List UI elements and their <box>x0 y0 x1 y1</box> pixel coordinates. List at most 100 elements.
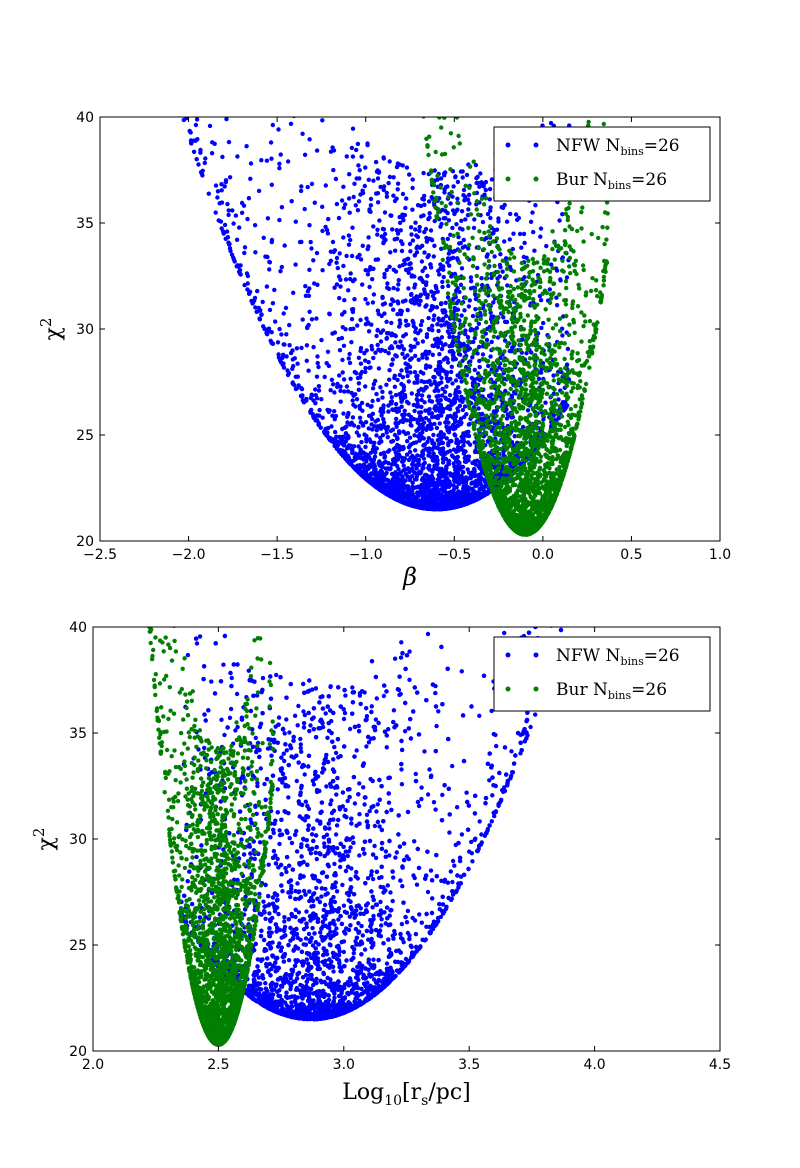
data-point <box>477 364 482 370</box>
data-point <box>481 202 487 207</box>
data-point <box>215 195 220 200</box>
data-point <box>404 196 409 201</box>
data-point <box>360 188 365 193</box>
data-point <box>565 346 571 352</box>
data-point <box>440 257 445 263</box>
data-point <box>469 470 475 475</box>
data-point <box>246 196 252 201</box>
data-point <box>466 246 471 251</box>
data-point <box>313 387 318 392</box>
data-point <box>330 331 335 336</box>
data-point <box>339 198 345 203</box>
data-point <box>326 216 331 222</box>
data-point <box>341 441 346 447</box>
data-point <box>357 168 362 173</box>
data-point <box>437 366 443 371</box>
data-point <box>564 207 569 212</box>
data-point <box>379 347 385 353</box>
data-point <box>424 427 429 432</box>
data-point <box>304 343 310 348</box>
data-point <box>354 397 360 402</box>
data-point <box>406 379 411 384</box>
data-point <box>350 126 356 131</box>
data-point <box>426 418 432 423</box>
data-point <box>341 235 346 240</box>
data-point <box>417 410 422 415</box>
data-point <box>510 246 515 252</box>
data-point <box>333 176 339 182</box>
data-point <box>343 202 348 207</box>
data-point <box>230 208 235 213</box>
data-point <box>419 259 425 264</box>
data-point <box>412 344 417 349</box>
data-point <box>455 490 461 495</box>
data-point <box>267 267 272 272</box>
data-point <box>323 183 328 188</box>
data-point <box>449 438 454 444</box>
data-point <box>219 200 225 205</box>
data-point <box>404 257 410 262</box>
data-point <box>299 393 304 398</box>
data-point <box>560 333 565 338</box>
data-point <box>455 179 461 185</box>
data-point <box>375 227 380 232</box>
data-point <box>398 396 404 401</box>
data-point <box>340 370 345 375</box>
data-point <box>196 162 201 167</box>
data-point <box>456 481 462 486</box>
data-point <box>413 337 418 342</box>
data-point <box>431 374 436 380</box>
data-point <box>200 168 205 173</box>
data-point <box>436 316 441 321</box>
data-point <box>463 194 468 200</box>
data-point <box>346 233 352 238</box>
data-point <box>430 414 435 420</box>
data-point <box>368 404 373 409</box>
data-point <box>437 421 442 426</box>
data-point <box>314 250 320 256</box>
data-point <box>544 243 549 249</box>
data-point <box>279 264 284 270</box>
data-point <box>445 360 451 365</box>
data-point <box>398 477 404 483</box>
data-point <box>371 292 377 297</box>
data-point <box>346 196 352 201</box>
data-point <box>450 415 455 420</box>
data-point <box>416 505 422 510</box>
data-point <box>421 465 426 471</box>
data-point <box>573 258 579 263</box>
data-point <box>334 282 340 287</box>
data-point <box>478 486 483 492</box>
data-point <box>226 139 232 145</box>
data-point <box>413 448 418 453</box>
data-point <box>474 207 479 212</box>
data-point <box>389 320 394 326</box>
data-point <box>407 469 412 475</box>
data-point <box>327 261 332 267</box>
data-point <box>242 250 247 256</box>
data-point <box>447 298 452 303</box>
data-point <box>436 488 442 493</box>
data-point <box>429 505 434 511</box>
data-point <box>394 416 399 422</box>
data-point <box>569 389 574 394</box>
data-point <box>387 377 392 382</box>
data-point <box>261 324 266 329</box>
data-point <box>428 262 433 267</box>
data-point <box>550 229 555 234</box>
data-point <box>351 194 356 200</box>
data-point <box>504 219 510 224</box>
data-point <box>443 208 448 214</box>
data-point <box>372 478 378 484</box>
data-point <box>297 239 303 245</box>
data-point <box>237 225 242 230</box>
data-point <box>462 346 467 351</box>
data-point <box>433 455 439 461</box>
data-point <box>436 388 441 393</box>
data-point <box>423 226 429 232</box>
data-point <box>275 340 281 345</box>
data-point <box>227 241 232 247</box>
data-point <box>547 342 552 347</box>
data-point <box>474 199 480 204</box>
data-point <box>273 319 278 324</box>
